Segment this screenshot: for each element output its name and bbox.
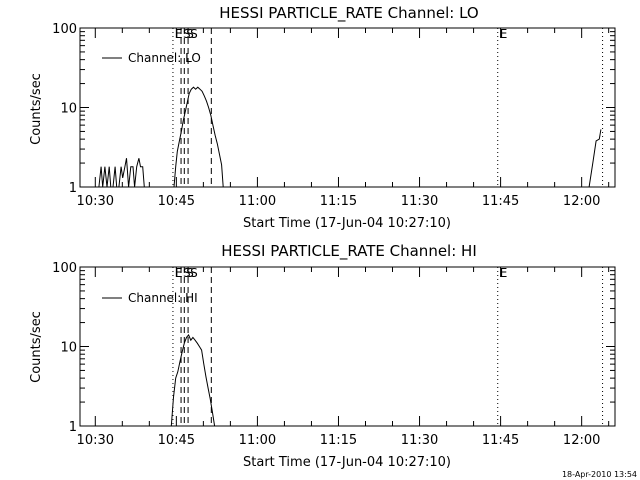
series-line <box>170 333 216 427</box>
plot-area-lo: 1 10 100 10:30 10:45 11:00 11:15 11:30 11:45 12:0… <box>52 22 616 209</box>
plot-area-hi: 1 10 100 10:30 10:45 11:00 11:15 11:30 11:45 12:0… <box>52 261 616 448</box>
timestamp: 18-Apr-2010 13:54 <box>562 470 637 479</box>
event-marker-label: S <box>190 266 198 280</box>
event-marker-label: E <box>175 266 183 280</box>
x-tick-label: 11:00 <box>239 433 276 448</box>
y-tick-label: 1 <box>69 181 77 196</box>
panel-lo: HESSI PARTICLE_RATE Channel: LO 1 10 100 10… <box>29 4 616 231</box>
event-marker-label: S <box>190 27 198 41</box>
x-tick-label: 11:30 <box>401 194 438 209</box>
x-tick-label: 11:00 <box>239 194 276 209</box>
x-tick-label: 11:15 <box>320 194 357 209</box>
panel-hi: HESSI PARTICLE_RATE Channel: HI 1 10 100 10… <box>29 242 616 470</box>
event-marker-label: E <box>500 266 508 280</box>
event-marker-label: S <box>186 266 194 280</box>
event-marker-label: E <box>175 27 183 41</box>
legend-label-lo: Channel: LO <box>128 51 201 65</box>
event-marker-label: S <box>186 27 194 41</box>
y-tick-label: 10 <box>60 102 77 117</box>
y-tick-label: 100 <box>52 22 77 37</box>
chart-title-lo: HESSI PARTICLE_RATE Channel: LO <box>219 4 478 23</box>
legend-hi: Channel: HI <box>102 291 198 305</box>
series-line <box>588 129 602 188</box>
x-tick-label: 10:30 <box>77 433 114 448</box>
x-tick-label: 10:45 <box>158 433 195 448</box>
legend-label-hi: Channel: HI <box>128 291 198 305</box>
x-tick-label: 12:00 <box>563 194 600 209</box>
series-line <box>98 158 145 188</box>
x-tick-label: 10:45 <box>158 194 195 209</box>
x-tick-label: 11:30 <box>401 433 438 448</box>
x-tick-label: 11:45 <box>482 433 519 448</box>
x-tick-label: 10:30 <box>77 194 114 209</box>
y-axis-label-hi: Counts/sec <box>29 311 44 383</box>
x-axis-label-hi: Start Time (17-Jun-04 10:27:10) <box>243 455 451 470</box>
x-tick-label: 12:00 <box>563 433 600 448</box>
y-axis-label-lo: Counts/sec <box>29 73 44 145</box>
series-line <box>173 86 224 188</box>
x-tick-label: 11:15 <box>320 433 357 448</box>
y-tick-label: 1 <box>69 420 77 435</box>
event-marker-label: S <box>183 27 191 41</box>
legend-lo: Channel: LO <box>102 51 201 65</box>
y-tick-label: 10 <box>60 341 77 356</box>
event-marker-label: E <box>500 27 508 41</box>
x-tick-label: 11:45 <box>482 194 519 209</box>
chart-title-hi: HESSI PARTICLE_RATE Channel: HI <box>221 242 477 261</box>
y-tick-label: 100 <box>52 261 77 276</box>
event-marker-label: S <box>183 266 191 280</box>
x-axis-label-lo: Start Time (17-Jun-04 10:27:10) <box>243 216 451 231</box>
